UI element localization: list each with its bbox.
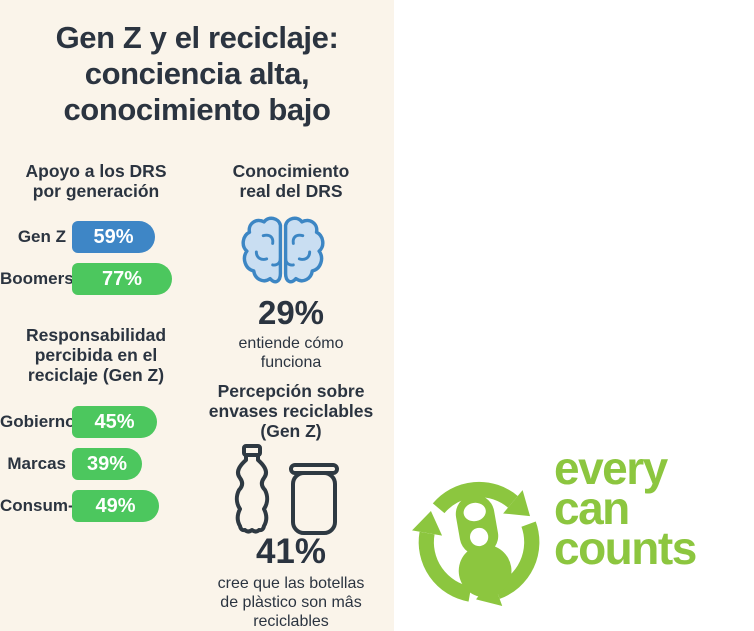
- recycling-can-icon: [408, 442, 550, 622]
- perception-section-heading: Percepción sobre envases reciclables (Ge…: [208, 381, 374, 441]
- knowledge-stat: 29%: [257, 294, 325, 331]
- plastic-bottle-icon: [227, 443, 277, 537]
- bar-label: Gobierno: [0, 412, 76, 431]
- bar-marcas: 39%: [72, 448, 142, 480]
- perception-stat: 41%: [255, 532, 327, 571]
- bar-row-genz: Gen Z 59%: [0, 221, 200, 253]
- bar-consumidores: 49%: [72, 490, 159, 522]
- bar-label: Gen Z: [17, 227, 66, 246]
- bar-label: Consum-: [0, 496, 74, 515]
- bar-label: Marcas: [7, 454, 66, 473]
- support-section-heading: Apoyo a los DRS por generación: [25, 161, 167, 201]
- bar-genz: 59%: [72, 221, 155, 253]
- can-icon: [287, 461, 341, 537]
- bar-value: 77%: [101, 267, 143, 290]
- bar-label: Boomers: [0, 269, 74, 288]
- bar-row-consumidores: Consum- 49%: [0, 490, 200, 522]
- bar-value: 39%: [86, 452, 128, 475]
- bar-value: 45%: [94, 410, 135, 433]
- bar-value: 49%: [95, 494, 136, 517]
- logo-wordmark: every can counts: [554, 442, 697, 574]
- bar-value: 59%: [93, 225, 134, 248]
- logo-word-counts: counts: [554, 522, 697, 574]
- perception-caption: cree que las botellas de plàstico son mâ…: [217, 575, 365, 630]
- bar-boomers: 77%: [72, 263, 172, 295]
- bar-gobierno: 45%: [72, 406, 157, 438]
- bar-row-gobierno: Gobierno 45%: [0, 406, 200, 438]
- responsibility-bar-chart: Gobierno 45% Marcas 39% Consum- 49%: [0, 406, 200, 532]
- responsibility-section-heading: Responsabilidad percibida en el reciclaj…: [25, 325, 167, 385]
- bar-row-marcas: Marcas 39%: [0, 448, 200, 480]
- infographic-panel: Gen Z y el reciclaje: conciencia alta, c…: [0, 0, 394, 631]
- support-bar-chart: Gen Z 59% Boomers 77%: [0, 221, 200, 305]
- bar-row-boomers: Boomers 77%: [0, 263, 200, 295]
- knowledge-section-heading: Conocimiento real del DRS: [232, 161, 350, 201]
- logo-word-every: every: [554, 442, 668, 494]
- knowledge-caption: entiende cómo funciona: [238, 335, 344, 371]
- page-title: Gen Z y el reciclaje: conciencia alta, c…: [55, 20, 339, 127]
- every-can-counts-logo: every can counts: [406, 440, 754, 625]
- brain-icon: [240, 209, 326, 295]
- logo-word-can: can: [554, 482, 630, 534]
